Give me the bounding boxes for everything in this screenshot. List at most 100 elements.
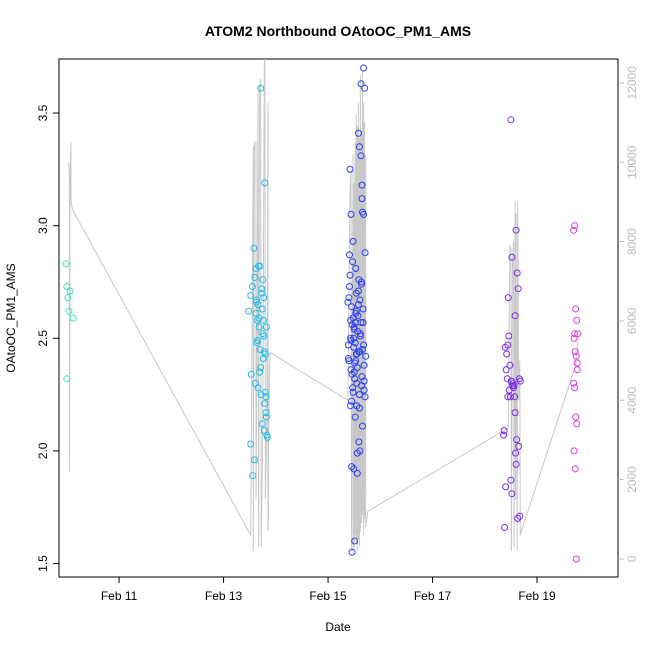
x-tick-label: Feb 15 — [309, 589, 347, 603]
y2-tick-label: 8000 — [625, 228, 639, 255]
data-point — [501, 343, 509, 351]
data-point — [512, 460, 520, 468]
data-point — [359, 319, 367, 326]
data-point — [258, 285, 266, 293]
data-point — [360, 361, 368, 369]
data-point — [504, 294, 512, 302]
data-point — [65, 307, 73, 315]
data-point — [571, 222, 579, 230]
data-point — [245, 307, 253, 315]
data-point — [347, 334, 354, 342]
data-point — [346, 165, 354, 173]
data-point — [346, 283, 353, 290]
data-point — [262, 409, 270, 417]
data-point — [250, 456, 258, 464]
data-point — [512, 226, 520, 234]
data-point — [500, 427, 508, 435]
data-point — [360, 210, 368, 218]
data-point — [259, 355, 267, 362]
y2-tick-label: 4000 — [625, 387, 639, 414]
x-tick-label: Feb 19 — [518, 589, 556, 603]
data-point — [360, 64, 368, 72]
data-point — [347, 402, 354, 410]
data-point — [352, 357, 360, 365]
data-point — [355, 143, 363, 151]
series-scatter-feb19 — [570, 222, 582, 563]
data-point — [352, 289, 360, 297]
data-point — [262, 323, 270, 331]
data-point — [355, 348, 363, 356]
series-scatter-feb15 — [344, 64, 370, 556]
data-point — [352, 265, 360, 272]
data-point — [574, 330, 582, 338]
y-tick-label: 3.5 — [36, 104, 50, 121]
y-tick-label: 2.0 — [36, 442, 50, 459]
y-tick-label: 2.5 — [36, 330, 50, 347]
data-point — [503, 375, 511, 383]
data-point — [247, 370, 255, 378]
data-point — [516, 512, 524, 520]
data-point — [254, 337, 261, 344]
data-point — [571, 465, 579, 473]
data-point — [254, 384, 262, 392]
data-point — [349, 314, 357, 322]
data-point — [354, 129, 362, 137]
data-point — [573, 316, 581, 324]
y-axis: 1.5 2.0 2.5 3.0 3.5 — [36, 104, 59, 572]
data-point — [69, 314, 77, 322]
altitude-layer — [68, 58, 579, 552]
data-point — [253, 296, 260, 304]
data-point — [502, 483, 510, 491]
data-point — [510, 384, 517, 392]
data-point — [258, 305, 266, 313]
data-point — [507, 377, 515, 385]
data-point — [350, 323, 358, 331]
data-point — [572, 305, 580, 313]
data-point — [257, 84, 265, 92]
x-axis-label: Date — [325, 620, 351, 634]
data-point — [359, 346, 366, 353]
data-point — [573, 359, 581, 367]
data-point — [358, 181, 366, 189]
data-point — [515, 442, 523, 450]
data-point — [349, 388, 357, 396]
y2-tick-label: 2000 — [625, 466, 639, 493]
data-point — [507, 116, 515, 124]
data-point — [345, 357, 353, 365]
data-point — [348, 397, 356, 405]
data-point — [351, 413, 359, 421]
data-point — [247, 440, 255, 448]
data-point — [357, 80, 365, 88]
data-point — [511, 312, 519, 320]
data-point — [512, 449, 520, 457]
data-point — [353, 379, 361, 387]
data-point — [262, 393, 270, 401]
data-point — [345, 294, 353, 302]
data-point — [362, 352, 370, 360]
data-point — [570, 447, 578, 455]
y2-axis: 0 2000 4000 6000 8000 10000 12000 — [618, 66, 639, 562]
data-point — [260, 332, 268, 340]
x-tick-label: Feb 11 — [101, 589, 138, 603]
y-axis-label: OAtoOC_PM1_AMS — [4, 263, 18, 372]
data-point — [64, 294, 72, 302]
data-point — [571, 348, 579, 356]
data-point — [572, 352, 580, 360]
data-point — [354, 301, 362, 308]
data-point — [258, 289, 266, 297]
data-point — [351, 537, 359, 545]
data-point — [506, 361, 514, 369]
data-point — [570, 379, 578, 387]
data-point — [66, 287, 74, 295]
data-point — [572, 413, 580, 421]
series-scatter-feb10 — [62, 260, 77, 383]
data-point — [256, 346, 264, 353]
x-axis: Feb 11 Feb 13 Feb 15 Feb 17 Feb 19 — [101, 577, 556, 603]
data-point — [355, 438, 363, 446]
data-point — [348, 463, 356, 471]
y-tick-label: 1.5 — [36, 555, 50, 572]
series-scatter-feb18 — [500, 116, 524, 531]
data-point — [354, 287, 362, 295]
plot-frame — [58, 58, 619, 578]
